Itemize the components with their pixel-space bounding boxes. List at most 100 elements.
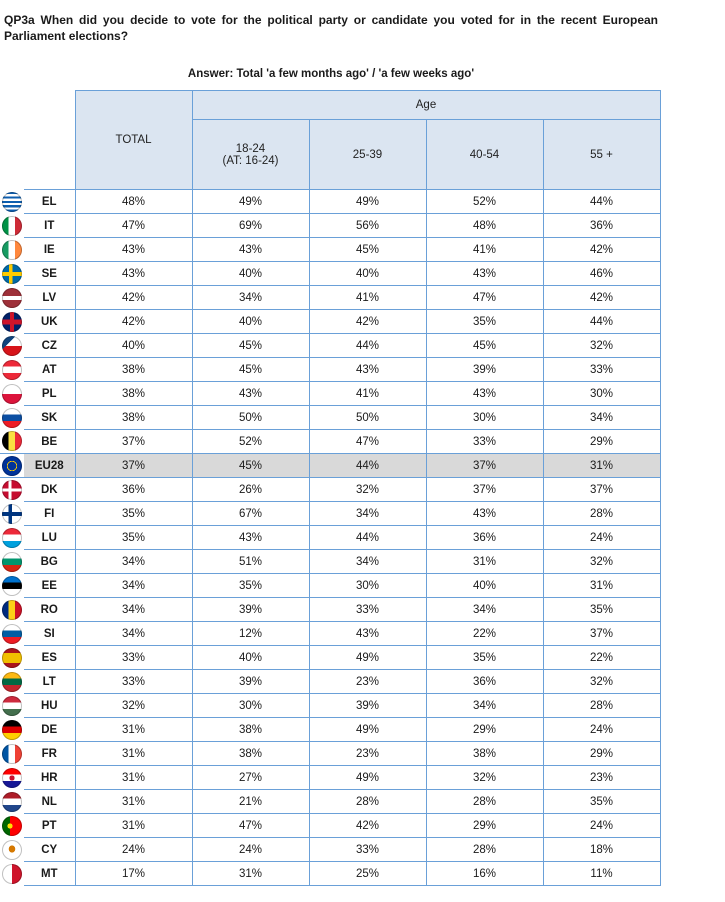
age-value-cell: 51% xyxy=(191,549,310,574)
denmark-flag-icon xyxy=(2,479,22,500)
age-value-cell: 41% xyxy=(308,285,427,310)
answer-caption: Answer: Total 'a few months ago' / 'a fe… xyxy=(187,68,475,80)
header-corner xyxy=(0,91,75,190)
table-row: BE 37% 52% 47% 33% 29% xyxy=(0,429,661,454)
italy-flag-icon xyxy=(2,215,22,236)
austria-flag-icon xyxy=(2,359,22,380)
age-value-cell: 33% xyxy=(425,429,544,454)
table-row: DK 36% 26% 32% 37% 37% xyxy=(0,477,661,502)
age-value-cell: 22% xyxy=(425,621,544,646)
age-value-cell: 38% xyxy=(425,741,544,766)
malta-flag-icon xyxy=(2,863,22,884)
france-flag-icon xyxy=(2,743,22,764)
age-value-cell: 33% xyxy=(308,837,427,862)
age-value-cell: 32% xyxy=(542,333,661,358)
age-value-cell: 35% xyxy=(425,645,544,670)
romania-flag-icon xyxy=(2,599,22,620)
age-value-cell: 32% xyxy=(542,669,661,694)
age-value-cell: 34% xyxy=(542,405,661,430)
flag-cell xyxy=(0,742,24,766)
age-value-cell: 21% xyxy=(191,789,310,814)
age-value-cell: 37% xyxy=(425,477,544,502)
age-value-cell: 31% xyxy=(191,861,310,886)
flag-cell xyxy=(0,453,24,478)
flag-cell xyxy=(0,334,24,358)
table-row: BG 34% 51% 34% 31% 32% xyxy=(0,549,661,574)
country-code: EE xyxy=(24,573,75,598)
slovenia-flag-icon xyxy=(2,623,22,644)
age-value-cell: 39% xyxy=(191,597,310,622)
age-value-cell: 33% xyxy=(542,357,661,382)
flag-cell xyxy=(0,814,24,838)
total-value-cell: 35% xyxy=(74,525,193,550)
age-value-cell: 34% xyxy=(425,597,544,622)
country-code: RO xyxy=(24,597,75,622)
table-row: MT 17% 31% 25% 16% 11% xyxy=(0,861,661,886)
age-value-cell: 38% xyxy=(191,717,310,742)
country-code: SI xyxy=(24,621,75,646)
country-code: SK xyxy=(24,405,75,430)
age-value-cell: 49% xyxy=(308,765,427,790)
table-row: PL 38% 43% 41% 43% 30% xyxy=(0,381,661,406)
total-value-cell: 48% xyxy=(74,189,193,214)
header-age-line1: 55 + xyxy=(590,148,613,161)
age-value-cell: 43% xyxy=(308,357,427,382)
finland-flag-icon xyxy=(2,503,22,524)
age-value-cell: 45% xyxy=(191,333,310,358)
total-value-cell: 31% xyxy=(74,789,193,814)
age-value-cell: 46% xyxy=(542,261,661,286)
total-value-cell: 34% xyxy=(74,597,193,622)
total-value-cell: 32% xyxy=(74,693,193,718)
age-value-cell: 49% xyxy=(308,189,427,214)
table-row: IE 43% 43% 45% 41% 42% xyxy=(0,237,661,262)
flag-cell xyxy=(0,238,24,262)
age-value-cell: 45% xyxy=(191,357,310,382)
age-value-cell: 12% xyxy=(191,621,310,646)
total-value-cell: 43% xyxy=(74,237,193,262)
total-value-cell: 40% xyxy=(74,333,193,358)
flag-cell xyxy=(0,694,24,718)
table-row: SE 43% 40% 40% 43% 46% xyxy=(0,261,661,286)
flag-cell xyxy=(0,478,24,502)
age-value-cell: 33% xyxy=(308,597,427,622)
age-value-cell: 40% xyxy=(191,261,310,286)
flag-cell xyxy=(0,406,24,430)
age-value-cell: 40% xyxy=(191,645,310,670)
table-row: LU 35% 43% 44% 36% 24% xyxy=(0,525,661,550)
table-row: LT 33% 39% 23% 36% 32% xyxy=(0,669,661,694)
netherlands-flag-icon xyxy=(2,791,22,812)
age-value-cell: 35% xyxy=(191,573,310,598)
age-value-cell: 31% xyxy=(542,453,661,478)
age-value-cell: 18% xyxy=(542,837,661,862)
total-value-cell: 37% xyxy=(74,429,193,454)
age-value-cell: 39% xyxy=(308,693,427,718)
age-value-cell: 23% xyxy=(308,669,427,694)
sweden-flag-icon xyxy=(2,263,22,284)
age-value-cell: 34% xyxy=(191,285,310,310)
ireland-flag-icon xyxy=(2,239,22,260)
age-value-cell: 50% xyxy=(308,405,427,430)
header-age-label: Age xyxy=(415,99,437,111)
age-value-cell: 28% xyxy=(308,789,427,814)
country-code: LT xyxy=(24,669,75,694)
age-value-cell: 37% xyxy=(542,621,661,646)
country-code: HU xyxy=(24,693,75,718)
flag-cell xyxy=(0,862,24,886)
age-value-cell: 28% xyxy=(542,693,661,718)
age-value-cell: 49% xyxy=(308,645,427,670)
table-row: CY 24% 24% 33% 28% 18% xyxy=(0,837,661,862)
age-value-cell: 30% xyxy=(425,405,544,430)
header-age-line1: 18-24 xyxy=(235,142,266,155)
country-code: CY xyxy=(24,837,75,862)
age-value-cell: 45% xyxy=(425,333,544,358)
flag-cell xyxy=(0,214,24,238)
total-value-cell: 35% xyxy=(74,501,193,526)
eu-flag-icon xyxy=(2,455,22,476)
total-value-cell: 17% xyxy=(74,861,193,886)
total-value-cell: 33% xyxy=(74,669,193,694)
uk-flag-icon xyxy=(2,311,22,332)
flag-cell xyxy=(0,430,24,454)
age-value-cell: 30% xyxy=(542,381,661,406)
age-value-cell: 43% xyxy=(425,501,544,526)
country-code: IE xyxy=(24,237,75,262)
